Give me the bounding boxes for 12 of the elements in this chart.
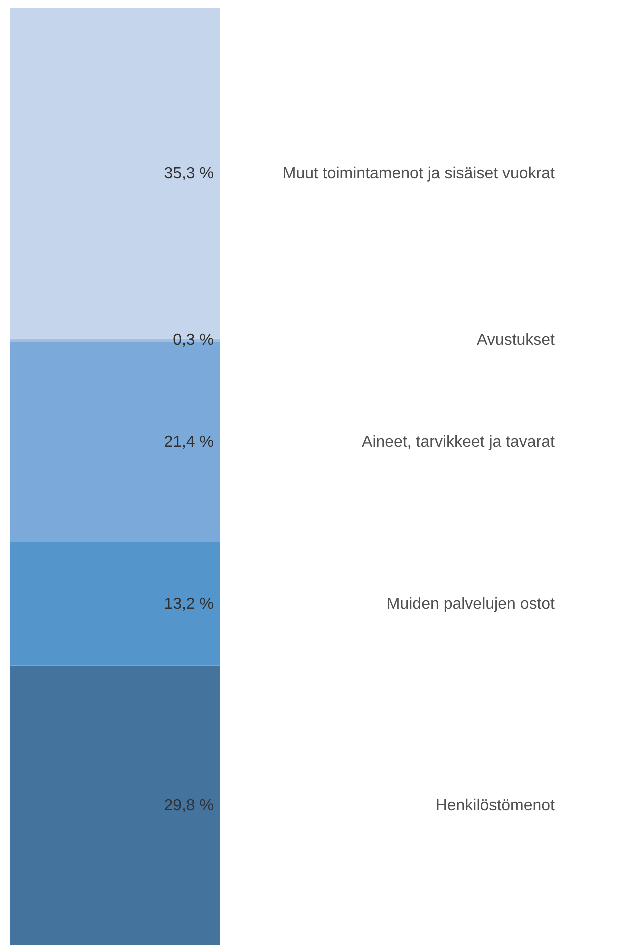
text: Muiden palvelujen ostot: [386, 596, 556, 613]
data-label: 21,4 %: [164, 434, 214, 451]
data-label: 0,3 %: [173, 332, 214, 350]
text: Henkilöstömenot: [436, 797, 556, 814]
text: Muut toimintamenot ja sisäiset vuokrat: [282, 165, 556, 182]
data-label: 29,8 %: [164, 797, 214, 814]
bar: [10, 542, 220, 666]
bar: [10, 666, 220, 945]
data-label: 13,2 %: [164, 596, 214, 613]
text: Avustukset: [477, 332, 556, 350]
data-label: 35,3 %: [164, 165, 214, 182]
text: Aineet, tarvikkeet ja tavarat: [362, 434, 556, 451]
